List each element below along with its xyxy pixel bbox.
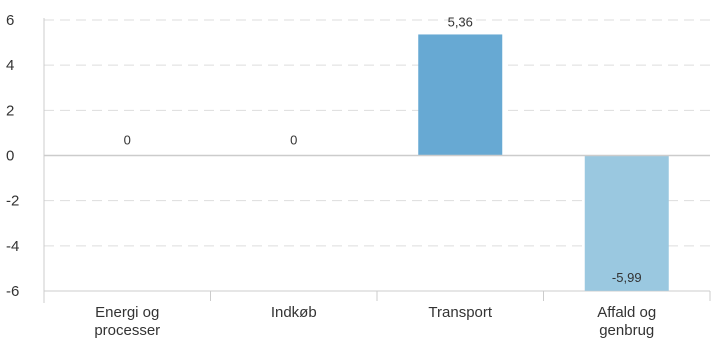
x-tick-label: Energi og: [95, 304, 159, 321]
y-tick-label: 0: [6, 148, 14, 165]
y-tick-label: 4: [6, 57, 14, 74]
data-label: 0: [290, 133, 297, 148]
bar-3[interactable]: [584, 155, 669, 291]
x-tick-label: Indkøb: [271, 304, 317, 321]
y-tick-label: -4: [6, 238, 19, 255]
y-tick-label: 6: [6, 12, 14, 29]
data-label: -5,99: [612, 270, 642, 285]
x-tick-label: genbrug: [599, 322, 654, 339]
x-tick-label: Transport: [428, 304, 492, 321]
y-tick-label: -2: [6, 193, 19, 210]
x-tick-label: processer: [94, 322, 160, 339]
bar-2[interactable]: [418, 34, 503, 156]
data-label: 0: [124, 133, 131, 148]
data-label: 5,36: [448, 14, 473, 29]
x-tick-label: Affald og: [597, 304, 656, 321]
y-tick-label: -6: [6, 283, 19, 300]
y-tick-label: 2: [6, 102, 14, 119]
